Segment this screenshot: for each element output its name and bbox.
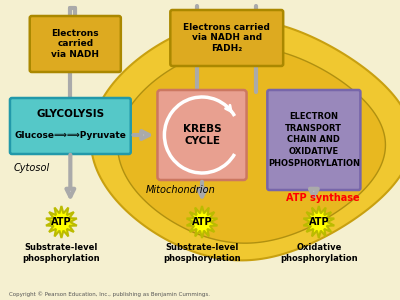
Text: Mitochondrion: Mitochondrion [145, 185, 215, 195]
Text: Copyright © Pearson Education, Inc., publishing as Benjamin Cummings.: Copyright © Pearson Education, Inc., pub… [9, 291, 210, 297]
Polygon shape [186, 206, 218, 238]
Text: Electrons carried
via NADH and
FADH₂: Electrons carried via NADH and FADH₂ [183, 23, 270, 53]
Text: Oxidative
phosphorylation: Oxidative phosphorylation [280, 243, 358, 263]
FancyBboxPatch shape [10, 98, 131, 154]
Text: Glucose⟹⟹Pyruvate: Glucose⟹⟹Pyruvate [14, 131, 126, 140]
FancyBboxPatch shape [267, 90, 360, 190]
Polygon shape [46, 206, 77, 238]
Text: ATP: ATP [308, 217, 329, 227]
Polygon shape [303, 206, 334, 238]
Text: Substrate-level
phosphorylation: Substrate-level phosphorylation [163, 243, 241, 263]
Text: Electrons
carried
via NADH: Electrons carried via NADH [51, 29, 99, 59]
Text: ELECTRON
TRANSPORT
CHAIN AND
OXIDATIVE
PHOSPHORYLATION: ELECTRON TRANSPORT CHAIN AND OXIDATIVE P… [268, 112, 360, 168]
FancyBboxPatch shape [170, 10, 283, 66]
FancyBboxPatch shape [158, 90, 246, 180]
Text: Cytosol: Cytosol [14, 163, 50, 173]
Polygon shape [118, 47, 386, 243]
Text: GLYCOLYSIS: GLYCOLYSIS [36, 109, 104, 119]
Text: KREBS
CYCLE: KREBS CYCLE [183, 124, 221, 146]
FancyBboxPatch shape [30, 16, 121, 72]
Polygon shape [91, 20, 400, 260]
Text: ATP: ATP [192, 217, 212, 227]
Text: ATP: ATP [51, 217, 72, 227]
Text: ATP synthase: ATP synthase [286, 193, 360, 203]
Text: Substrate-level
phosphorylation: Substrate-level phosphorylation [23, 243, 100, 263]
